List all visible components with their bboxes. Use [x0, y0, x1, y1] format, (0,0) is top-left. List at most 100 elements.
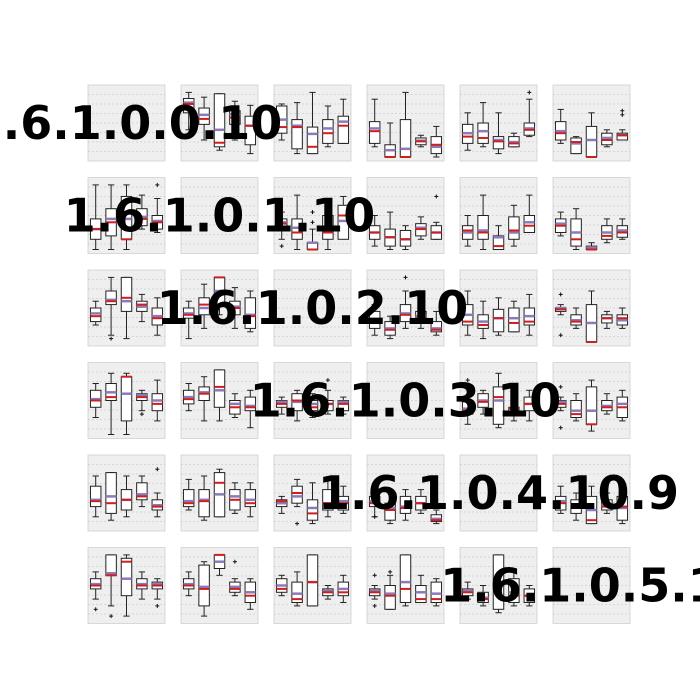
box-3 — [508, 132, 520, 148]
box-4 — [151, 578, 164, 608]
box-4 — [430, 578, 443, 607]
box-body — [337, 400, 350, 412]
diagonal-label-1: 1.6.1.0.1.10 — [64, 189, 375, 243]
flier-point — [372, 514, 377, 519]
box-0 — [461, 581, 474, 600]
panel-r0-c4 — [459, 84, 538, 162]
box-body — [322, 400, 334, 412]
box-1 — [105, 472, 117, 521]
box-1 — [570, 208, 582, 250]
box-1 — [291, 389, 303, 422]
flier-point — [295, 521, 300, 526]
box-body — [306, 499, 319, 521]
box-3 — [229, 287, 241, 329]
box-2 — [120, 372, 133, 435]
box-body — [306, 400, 319, 412]
panel-r5-c1 — [180, 547, 259, 624]
box-body — [89, 485, 102, 508]
panel-r4-c4 — [459, 454, 538, 532]
box-0 — [461, 290, 474, 336]
panel-grid — [274, 464, 351, 522]
box-body — [585, 125, 598, 158]
box-3 — [601, 310, 613, 329]
flier-point — [109, 614, 114, 619]
box-3 — [136, 475, 148, 508]
box-body — [136, 482, 148, 501]
box-body — [182, 489, 195, 508]
box-1 — [570, 307, 582, 329]
box-body — [291, 119, 303, 150]
box-4 — [616, 485, 629, 525]
panel-r5-c2 — [273, 547, 352, 624]
box-2 — [306, 91, 319, 155]
box-body — [244, 115, 257, 146]
box-3 — [136, 571, 148, 600]
box-3 — [601, 393, 613, 415]
box-4 — [616, 307, 629, 329]
box-body — [182, 98, 195, 114]
box-1 — [477, 300, 489, 340]
box-1 — [198, 475, 210, 521]
box-0 — [275, 103, 288, 141]
box-3 — [229, 559, 241, 597]
box-body — [337, 204, 350, 240]
box-body — [213, 369, 226, 408]
box-2 — [120, 184, 133, 250]
diagonal-label-3: 1.6.1.0.3.10 — [250, 374, 561, 428]
box-4 — [244, 290, 257, 333]
box-1 — [105, 276, 117, 341]
box-4 — [337, 195, 350, 240]
box-body — [585, 386, 598, 425]
box-0 — [368, 304, 381, 336]
panel-r0-c2 — [273, 84, 352, 162]
flier-point — [372, 603, 377, 608]
diagonal-label-4: 1.6.1.0.4.10.9 — [318, 466, 679, 520]
box-4 — [337, 396, 350, 415]
box-3 — [415, 574, 427, 603]
box-2 — [492, 297, 505, 336]
box-1 — [384, 211, 396, 250]
box-0 — [89, 300, 102, 326]
box-body — [198, 489, 210, 518]
box-3 — [136, 389, 148, 417]
box-2 — [399, 91, 412, 158]
panel-grid — [460, 464, 537, 522]
panel-grid — [367, 371, 444, 430]
box-2 — [585, 379, 598, 432]
box-body — [306, 126, 319, 155]
box-body — [492, 235, 505, 250]
box-1 — [291, 571, 303, 607]
box-2 — [399, 554, 412, 607]
box-3 — [136, 293, 148, 323]
box-1 — [570, 393, 582, 422]
diagonal-labels-layer: 1.6.1.0.0.10 1.6.1.0.1.10 1.6.1.0.2.10 1.6.… — [0, 96, 700, 613]
panel-r3-c1 — [180, 362, 259, 439]
box-body — [337, 115, 350, 144]
box-4 — [151, 297, 164, 336]
panel-r2-c5 — [552, 269, 631, 347]
box-body — [415, 585, 427, 603]
panel-r1-c2 — [273, 177, 352, 254]
box-3 — [322, 198, 334, 250]
box-body — [508, 216, 520, 240]
box-2 — [213, 369, 226, 422]
box-body — [322, 119, 334, 144]
box-body — [570, 400, 582, 418]
flier-point — [232, 559, 237, 564]
box-1 — [477, 389, 489, 415]
flier-point — [325, 378, 330, 383]
panel-r5-c0 — [87, 547, 166, 624]
panel-r0-c5 — [552, 84, 631, 162]
box-body — [477, 122, 489, 144]
box-1 — [198, 283, 210, 329]
box-0 — [554, 485, 567, 514]
panel-r1-c4 — [459, 177, 538, 254]
box-3 — [601, 129, 613, 148]
box-0 — [182, 383, 195, 412]
box-0 — [461, 215, 474, 247]
panel-r5-c4 — [459, 547, 538, 624]
flier-point — [109, 336, 114, 341]
box-body — [508, 307, 520, 333]
box-4 — [151, 467, 164, 518]
box-2 — [306, 210, 319, 251]
